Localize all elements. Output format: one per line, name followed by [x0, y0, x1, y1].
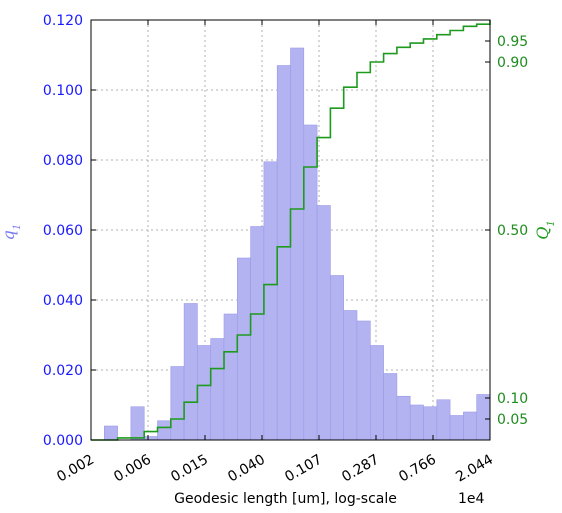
- histogram-bar: [250, 226, 265, 441]
- histogram-bar: [104, 425, 118, 441]
- left-y-tick-label: 0.100: [43, 83, 83, 99]
- right-y-tick-label: 0.50: [497, 223, 528, 239]
- histogram-bar: [237, 257, 251, 441]
- right-y-tick-label: 0.05: [497, 412, 528, 428]
- histogram-bar: [223, 313, 238, 441]
- histogram-bar: [396, 395, 411, 441]
- histogram-bar: [210, 338, 225, 441]
- x-tick-label: 2.044: [453, 452, 496, 486]
- histogram-bar: [170, 366, 185, 441]
- left-y-tick-label: 0.060: [43, 223, 83, 239]
- histogram-bar: [290, 47, 305, 441]
- histogram-bar: [303, 124, 318, 441]
- histogram-bar: [197, 345, 211, 441]
- right-y-tick-label: 0.10: [497, 391, 528, 407]
- cdf-line: [91, 20, 491, 441]
- svg-text:Q1: Q1: [533, 220, 557, 240]
- histogram-bar: [356, 320, 371, 441]
- left-y-tick-label: 0.020: [43, 363, 83, 379]
- svg-text:q1: q1: [0, 224, 23, 241]
- histogram-bar: [449, 415, 464, 441]
- x-tick-label: 0.006: [111, 452, 154, 486]
- right-y-axis-label: Q1: [533, 220, 557, 240]
- x-tick-labels: 0.002 0.006 0.015 0.040 0.107 0.287 0.766 2.044: [54, 452, 496, 486]
- left-y-axis-label-sub: 1: [12, 224, 23, 230]
- left-y-tick-label: 0.040: [43, 293, 83, 309]
- x-tick-label: 0.015: [168, 452, 211, 486]
- histogram-bar: [463, 411, 477, 441]
- left-y-tick-label: 0.000: [43, 433, 83, 449]
- histogram-bars: [104, 47, 491, 441]
- histogram-bar: [130, 406, 145, 441]
- histogram-bar: [157, 420, 172, 441]
- histogram-bar: [436, 399, 451, 441]
- x-tick-label: 0.002: [54, 452, 97, 486]
- left-y-axis-label-main: q: [0, 230, 18, 240]
- histogram-bar: [183, 303, 198, 441]
- x-tick-label: 0.287: [339, 452, 382, 486]
- histogram-bar: [476, 394, 491, 441]
- right-y-axis-label-sub: 1: [546, 220, 557, 226]
- cdf-line-group: [91, 20, 491, 441]
- histogram-bar: [409, 404, 424, 441]
- histogram-bar: [330, 275, 344, 441]
- histogram-bar: [276, 65, 291, 441]
- right-y-tick-label: 0.95: [497, 34, 528, 50]
- x-axis-label: Geodesic length [um], log-scale: [174, 491, 397, 507]
- left-y-axis-label: q1: [0, 224, 23, 241]
- x-tick-label: 0.107: [282, 452, 325, 486]
- histogram-bar: [343, 310, 358, 441]
- histogram-bar: [316, 205, 331, 441]
- left-y-tick-labels: 0.000 0.020 0.040 0.060 0.080 0.100 0.120: [43, 13, 83, 449]
- x-tick-label: 0.766: [396, 452, 439, 486]
- histogram-bar: [423, 406, 438, 441]
- left-y-tick-label: 0.120: [43, 13, 83, 29]
- histogram-bar: [369, 345, 384, 441]
- histogram-bar: [383, 373, 398, 441]
- right-y-axis-label-main: Q: [533, 227, 552, 240]
- tick-marks: [90, 19, 491, 441]
- right-y-tick-label: 0.90: [497, 55, 528, 71]
- x-tick-label: 0.040: [225, 452, 268, 486]
- grid-lines: [91, 20, 490, 440]
- histogram-bar: [263, 161, 278, 441]
- left-y-tick-label: 0.080: [43, 153, 83, 169]
- histogram-bar: [143, 436, 158, 441]
- x-offset-text: 1e4: [458, 491, 485, 507]
- right-y-tick-labels: 0.05 0.10 0.50 0.90 0.95: [497, 34, 528, 428]
